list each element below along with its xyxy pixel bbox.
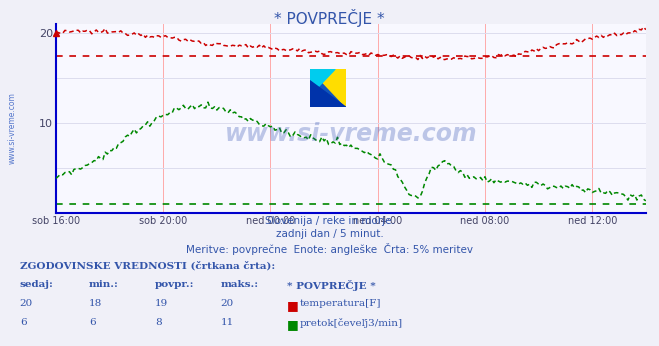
Polygon shape [310, 69, 335, 96]
Text: ZGODOVINSKE VREDNOSTI (črtkana črta):: ZGODOVINSKE VREDNOSTI (črtkana črta): [20, 261, 275, 271]
Text: maks.:: maks.: [221, 280, 259, 289]
Text: 6: 6 [20, 318, 26, 327]
Text: www.si-vreme.com: www.si-vreme.com [225, 121, 477, 146]
Text: sedaj:: sedaj: [20, 280, 53, 289]
Text: 6: 6 [89, 318, 96, 327]
Text: ■: ■ [287, 299, 299, 312]
Text: 19: 19 [155, 299, 168, 308]
Text: Slovenija / reke in morje.: Slovenija / reke in morje. [264, 216, 395, 226]
Text: Meritve: povprečne  Enote: angleške  Črta: 5% meritev: Meritve: povprečne Enote: angleške Črta:… [186, 243, 473, 255]
Text: 11: 11 [221, 318, 234, 327]
Text: 20: 20 [221, 299, 234, 308]
Text: ■: ■ [287, 318, 299, 331]
Text: www.si-vreme.com: www.si-vreme.com [8, 92, 17, 164]
Polygon shape [310, 69, 346, 107]
Text: 8: 8 [155, 318, 161, 327]
Text: * POVPREČJE *: * POVPREČJE * [287, 280, 376, 291]
Text: povpr.:: povpr.: [155, 280, 194, 289]
Polygon shape [310, 81, 346, 107]
Text: 18: 18 [89, 299, 102, 308]
Text: min.:: min.: [89, 280, 119, 289]
Text: temperatura[F]: temperatura[F] [300, 299, 382, 308]
Text: zadnji dan / 5 minut.: zadnji dan / 5 minut. [275, 229, 384, 239]
Text: * POVPREČJE *: * POVPREČJE * [274, 9, 385, 27]
Text: 20: 20 [20, 299, 33, 308]
Text: pretok[čeveľj3/min]: pretok[čeveľj3/min] [300, 318, 403, 328]
